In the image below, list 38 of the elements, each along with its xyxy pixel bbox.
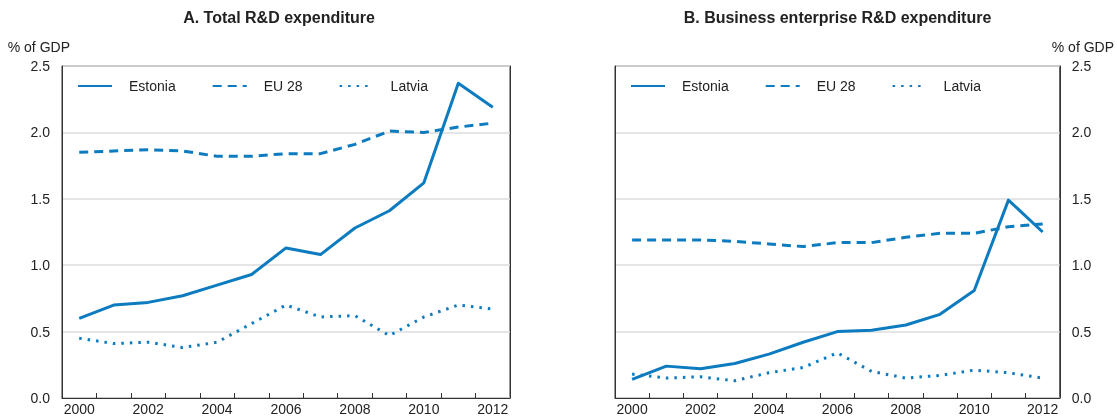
- x-tick-label: 2012: [1027, 401, 1059, 417]
- legend-label: Estonia: [682, 78, 729, 94]
- y-tick-label: 1.5: [30, 190, 51, 207]
- y-tick-label: 2.0: [30, 124, 51, 141]
- line-series: [630, 198, 1045, 381]
- x-tick-label: 2002: [132, 401, 164, 417]
- legend-label: Latvia: [390, 78, 429, 94]
- x-tick-label: 2012: [477, 401, 509, 417]
- y2-tick-label: 1.5: [1071, 190, 1092, 207]
- line-series: [77, 81, 495, 320]
- y-axis-title: % of GDP: [7, 39, 70, 55]
- chart-title: B. Business enterprise R&D expenditure: [683, 8, 992, 26]
- y2-tick-label: 2.0: [1071, 124, 1092, 141]
- x-tick-label: 2006: [821, 401, 854, 417]
- x-tick-label: 2010: [408, 401, 440, 417]
- legend-label: EU 28: [816, 78, 856, 94]
- y2-tick-label: 0.0: [1071, 390, 1092, 406]
- x-tick-label: 2004: [201, 401, 233, 417]
- legend-label: Estonia: [129, 78, 176, 94]
- x-tick-label: 2002: [684, 401, 717, 417]
- y-tick-label: 0.5: [30, 323, 51, 340]
- y-tick-label: 0.0: [30, 390, 51, 406]
- y2-axis-title: % of GDP: [1051, 39, 1115, 55]
- chart-title: A. Total R&D expenditure: [183, 8, 375, 26]
- y-tick-label: 2.5: [30, 58, 51, 74]
- y2-tick-label: 1.0: [1071, 257, 1092, 274]
- y2-tick-label: 2.5: [1071, 58, 1092, 74]
- x-tick-label: 2010: [958, 401, 991, 417]
- legend-label: Latvia: [943, 78, 982, 94]
- x-tick-label: 2008: [890, 401, 922, 417]
- x-tick-label: 2006: [270, 401, 302, 417]
- x-tick-label: 2004: [753, 401, 785, 417]
- x-tick-label: 2000: [63, 401, 96, 417]
- y-tick-label: 1.0: [30, 257, 51, 274]
- x-tick-label: 2008: [339, 401, 371, 417]
- legend-label: EU 28: [263, 78, 303, 94]
- x-tick-label: 2000: [616, 401, 648, 417]
- y2-tick-label: 0.5: [1071, 323, 1092, 340]
